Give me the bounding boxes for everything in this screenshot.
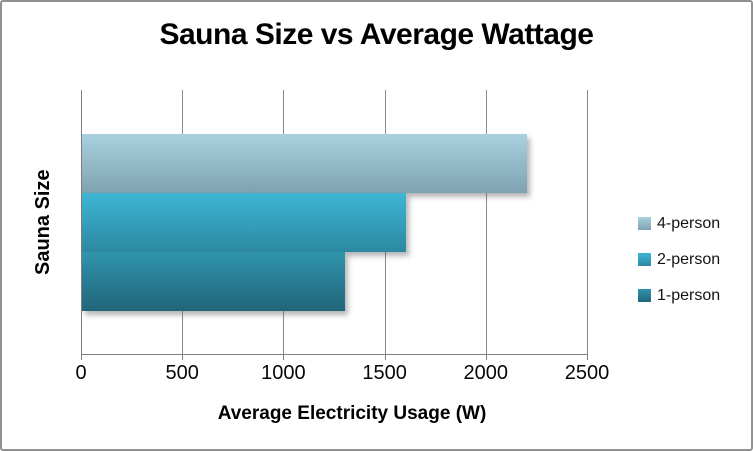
tick-mark	[81, 355, 82, 360]
gridline	[486, 90, 487, 355]
x-tick-label: 1500	[362, 362, 407, 384]
tick-mark	[486, 355, 487, 360]
legend-item-2-person: 2-person	[638, 250, 720, 269]
x-axis-tick-labels: 0 500 1000 1500 2000 2500	[2, 362, 751, 386]
x-tick-label: 500	[165, 362, 199, 384]
x-tick-label: 1000	[261, 362, 306, 384]
y-axis-line	[81, 90, 82, 355]
tick-mark	[587, 355, 588, 360]
legend-swatch-icon	[638, 253, 651, 266]
tick-mark	[385, 355, 386, 360]
x-tick-label: 0	[75, 362, 87, 384]
legend: 4-person 2-person 1-person	[638, 214, 720, 322]
legend-label: 2-person	[657, 250, 721, 268]
y-axis-title: Sauna Size	[32, 169, 54, 276]
tick-mark	[283, 355, 284, 360]
bar-4-person	[82, 134, 527, 193]
tick-mark	[182, 355, 183, 360]
bar-1-person	[82, 252, 345, 311]
x-axis-title: Average Electricity Usage (W)	[217, 403, 487, 424]
legend-swatch-icon	[638, 289, 651, 302]
gridline	[587, 90, 588, 355]
x-tick-label: 2000	[463, 362, 509, 384]
legend-label: 4-person	[657, 214, 721, 232]
legend-item-1-person: 1-person	[638, 286, 720, 305]
bar-2-person	[82, 193, 406, 252]
legend-swatch-icon	[638, 217, 651, 230]
x-axis-line	[81, 354, 587, 355]
plot-area	[81, 90, 588, 360]
legend-label: 1-person	[657, 286, 721, 304]
x-tick-label: 2500	[564, 362, 610, 384]
chart-title: Sauna Size vs Average Wattage	[159, 18, 594, 51]
legend-item-4-person: 4-person	[638, 214, 720, 233]
